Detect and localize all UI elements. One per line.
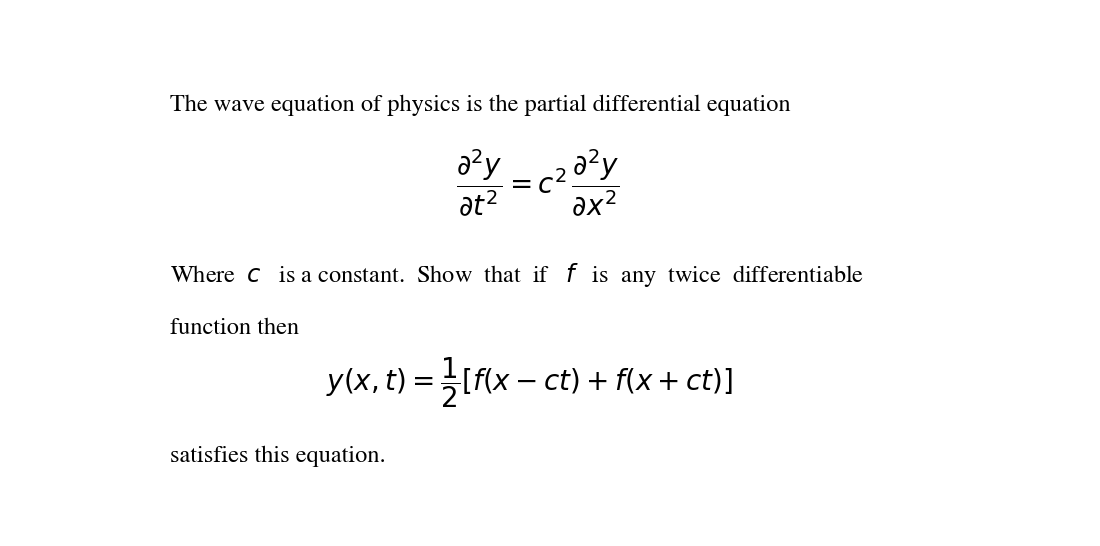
Text: function then: function then: [169, 318, 299, 339]
Text: Where  $c$   is a constant.  Show  that  if   $f$   is  any  twice  differentiab: Where $c$ is a constant. Show that if $f…: [169, 261, 865, 289]
Text: The wave equation of physics is the partial differential equation: The wave equation of physics is the part…: [169, 95, 791, 116]
Text: $y(x,t) = \dfrac{1}{2}[f(x-ct)+f(x+ct)]$: $y(x,t) = \dfrac{1}{2}[f(x-ct)+f(x+ct)]$: [327, 355, 733, 410]
Text: satisfies this equation.: satisfies this equation.: [169, 446, 385, 467]
Text: $\dfrac{\partial^2 y}{\partial t^2} = c^2\,\dfrac{\partial^2 y}{\partial x^2}$: $\dfrac{\partial^2 y}{\partial t^2} = c^…: [456, 147, 620, 219]
